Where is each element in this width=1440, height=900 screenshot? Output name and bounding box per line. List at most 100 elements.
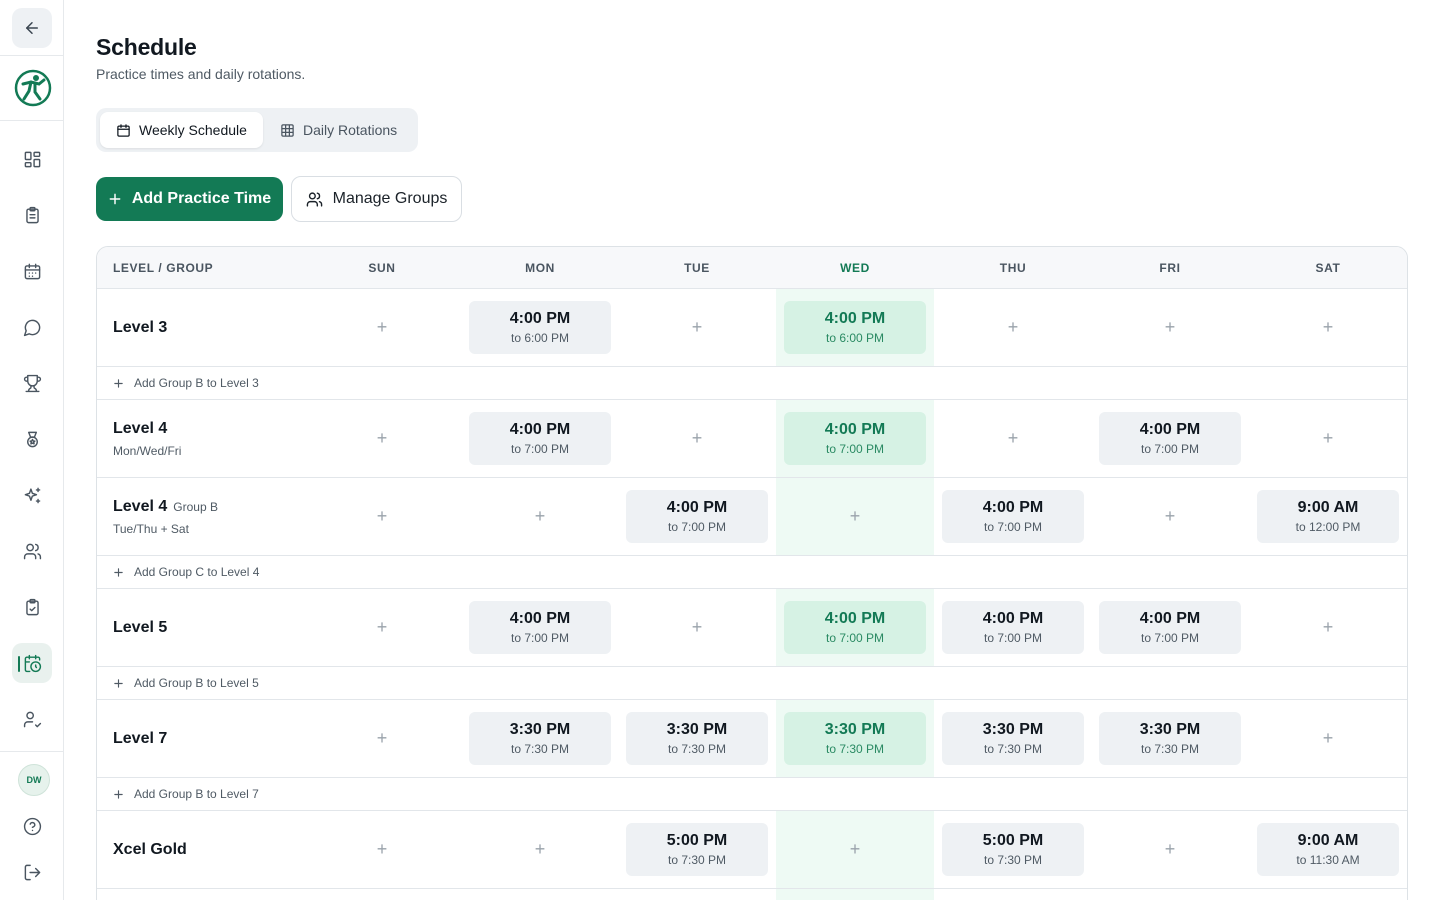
slot-start-time: 9:00 AM <box>1297 832 1359 849</box>
day-cell-tue: + <box>618 400 776 477</box>
practice-slot[interactable]: 4:00 PM to 7:00 PM <box>1099 601 1241 654</box>
practice-slot[interactable]: 5:00 PM to 7:30 PM <box>626 823 768 876</box>
day-cell-wed: 4:00 PM to 7:00 PM <box>776 589 934 666</box>
clipboard-icon <box>25 206 39 223</box>
add-slot-icon[interactable]: + <box>376 728 388 748</box>
sidebar-item-competitions[interactable] <box>12 363 52 403</box>
day-cell-mon: 4:00 PM to 7:00 PM <box>461 589 619 666</box>
level-cell: Level 7 <box>113 700 167 777</box>
sidebar-item-clipboard[interactable] <box>12 195 52 235</box>
add-slot-icon[interactable]: + <box>376 428 388 448</box>
slot-end-time: to 7:30 PM <box>667 853 727 867</box>
slot-start-time: 4:00 PM <box>824 421 886 438</box>
tab-weekly-schedule[interactable]: Weekly Schedule <box>100 112 263 148</box>
add-slot-icon[interactable]: + <box>534 839 546 859</box>
add-slot-icon[interactable]: + <box>534 506 546 526</box>
manage-groups-button[interactable]: Manage Groups <box>291 176 462 222</box>
day-cell-thu: 3:30 PM to 7:30 PM <box>934 700 1092 777</box>
add-group-row[interactable]: Add Group B to Level 3 <box>97 367 1407 400</box>
day-cell-fri: 4:00 PM to 7:00 PM <box>1091 400 1249 477</box>
practice-slot[interactable]: 3:30 PM to 7:30 PM <box>784 712 926 765</box>
plus-icon <box>114 789 123 799</box>
sidebar-item-calendar[interactable] <box>12 251 52 291</box>
add-slot-icon[interactable]: + <box>1322 317 1334 337</box>
gymnast-logo-icon <box>14 69 52 107</box>
add-slot-icon[interactable]: + <box>1322 428 1334 448</box>
practice-slot[interactable]: 3:30 PM to 7:30 PM <box>942 712 1084 765</box>
sidebar-item-dashboard[interactable] <box>12 139 52 179</box>
practice-slot[interactable]: 3:30 PM to 7:30 PM <box>1099 712 1241 765</box>
add-slot-icon[interactable]: + <box>691 617 703 637</box>
add-slot-icon[interactable]: + <box>1164 506 1176 526</box>
practice-slot[interactable]: 5:00 PM to 7:30 PM <box>942 823 1084 876</box>
logout-button[interactable] <box>12 852 52 892</box>
level-cell: Level 5 <box>113 589 167 666</box>
practice-slot[interactable]: 3:30 PM to 7:30 PM <box>469 712 611 765</box>
add-slot-icon[interactable]: + <box>1007 428 1019 448</box>
slot-start-time: 4:00 PM <box>509 421 571 438</box>
slot-end-time: to 6:00 PM <box>510 331 570 345</box>
help-button[interactable] <box>12 806 52 846</box>
level-days: Tue/Thu + Sat <box>113 521 189 536</box>
sidebar-item-messages[interactable] <box>12 307 52 347</box>
add-slot-icon[interactable]: + <box>1007 317 1019 337</box>
sidebar-item-tasks[interactable] <box>12 587 52 627</box>
day-cell-sun: + <box>303 289 461 366</box>
practice-slot[interactable]: 4:00 PM to 7:00 PM <box>1099 412 1241 465</box>
add-slot-icon[interactable]: + <box>849 506 861 526</box>
slot-start-time: 9:00 AM <box>1297 499 1359 516</box>
add-slot-icon[interactable]: + <box>376 506 388 526</box>
practice-slot[interactable]: 4:00 PM to 7:00 PM <box>942 490 1084 543</box>
add-practice-time-button[interactable]: Add Practice Time <box>96 177 283 221</box>
practice-slot[interactable]: 4:00 PM to 7:00 PM <box>784 601 926 654</box>
level-name: Level 4 <box>113 497 168 515</box>
avatar[interactable]: DW <box>18 764 50 796</box>
slot-start-time: 4:00 PM <box>509 310 571 327</box>
day-cell-thu: 4:00 PM to 7:00 PM <box>934 478 1092 555</box>
level-name-line: Level 5 <box>113 619 167 637</box>
add-slot-icon[interactable]: + <box>376 839 388 859</box>
sidebar-item-staff[interactable] <box>12 699 52 739</box>
column-header-sat: SAT <box>1315 261 1341 275</box>
add-slot-icon[interactable]: + <box>1164 839 1176 859</box>
practice-slot[interactable]: 4:00 PM to 7:00 PM <box>942 601 1084 654</box>
level-name: Level 5 <box>113 618 168 636</box>
practice-slot[interactable]: 4:00 PM to 6:00 PM <box>469 301 611 354</box>
add-slot-icon[interactable]: + <box>376 617 388 637</box>
practice-slot[interactable]: 9:00 AM to 11:30 AM <box>1257 823 1399 876</box>
practice-slot[interactable]: 9:00 AM to 12:00 PM <box>1257 490 1399 543</box>
slot-start-time: 3:30 PM <box>509 721 571 738</box>
add-slot-icon[interactable]: + <box>1322 728 1334 748</box>
level-cell: Xcel Gold <box>113 811 187 888</box>
day-cell-sat: + <box>1249 289 1407 366</box>
sidebar-item-schedule[interactable] <box>12 643 52 683</box>
back-button[interactable] <box>12 8 52 48</box>
add-slot-icon[interactable]: + <box>849 839 861 859</box>
add-group-row[interactable]: Add Group B to Level 5 <box>97 667 1407 700</box>
practice-slot[interactable]: 4:00 PM to 7:00 PM <box>784 412 926 465</box>
sidebar-item-athletes[interactable] <box>12 531 52 571</box>
arrow-left-icon <box>26 22 38 34</box>
practice-slot[interactable]: 3:30 PM to 7:30 PM <box>626 712 768 765</box>
practice-slot[interactable]: 4:00 PM to 6:00 PM <box>784 301 926 354</box>
view-tabs: Weekly Schedule Daily Rotations <box>96 108 418 152</box>
add-slot-icon[interactable]: + <box>691 317 703 337</box>
add-slot-icon[interactable]: + <box>376 317 388 337</box>
add-slot-icon[interactable]: + <box>1164 317 1176 337</box>
add-group-label: Add Group B to Level 5 <box>134 676 259 690</box>
tab-daily-rotations[interactable]: Daily Rotations <box>264 112 413 148</box>
add-group-row[interactable]: Add Group B to Level 7 <box>97 778 1407 811</box>
practice-slot[interactable]: 4:00 PM to 7:00 PM <box>469 601 611 654</box>
club-logo[interactable] <box>14 69 52 107</box>
add-slot-icon[interactable]: + <box>691 428 703 448</box>
practice-slot[interactable]: 4:00 PM to 7:00 PM <box>469 412 611 465</box>
add-slot-icon[interactable]: + <box>1322 617 1334 637</box>
day-cell-sun: + <box>303 700 461 777</box>
slot-end-time: to 11:30 AM <box>1296 853 1360 867</box>
page-subtitle: Practice times and daily rotations. <box>96 66 306 82</box>
add-group-row[interactable]: Add Group C to Level 4 <box>97 556 1407 589</box>
sidebar-item-skills[interactable] <box>12 475 52 515</box>
practice-slot[interactable]: 4:00 PM to 7:00 PM <box>626 490 768 543</box>
sidebar-item-awards[interactable] <box>12 419 52 459</box>
schedule-row: Level 4 Mon/Wed/Fri +4:00 PM to 7:00 PM +4:0… <box>97 400 1407 478</box>
